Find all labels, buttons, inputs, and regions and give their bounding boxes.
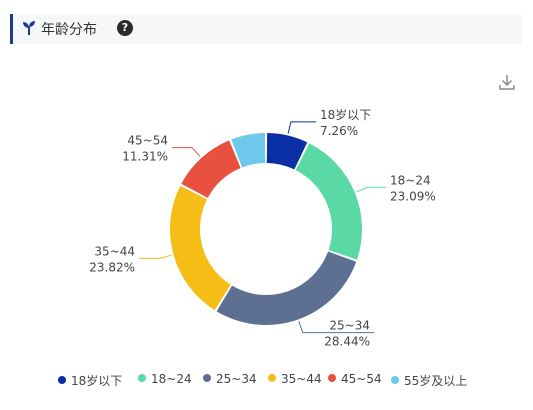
legend-item-1[interactable]: 18岁以下 (58, 372, 122, 389)
donut-slice-3[interactable] (216, 251, 357, 326)
donut-slice-1[interactable] (266, 133, 308, 170)
legend-item-5[interactable]: 45~54 (328, 372, 382, 386)
legend-item-2[interactable]: 18~24 (138, 372, 192, 386)
legend-label: 18~24 (151, 372, 192, 386)
legend-dot-icon (328, 374, 336, 382)
chart-legend: 18岁以下 18~24 25~34 35~44 45~54 55岁及以上 (0, 372, 533, 392)
legend-dot-icon (391, 376, 399, 384)
legend-dot-icon (138, 374, 146, 382)
donut-slice-5[interactable] (181, 140, 241, 198)
legend-label: 55岁及以上 (404, 374, 468, 388)
age-donut-chart: 18岁以下 7.26% 18~24 23.09% 25~34 28.44% 35~44 23.… (89, 107, 436, 349)
slice-label-value-2: 23.09% (390, 189, 436, 203)
legend-label: 25~34 (216, 372, 257, 386)
slice-label-value-5: 11.31% (122, 150, 168, 164)
legend-label: 18岁以下 (71, 374, 123, 388)
donut-slice-6[interactable] (231, 133, 266, 168)
legend-dot-icon (268, 374, 276, 382)
slice-label-value-4: 23.82% (89, 260, 135, 274)
slice-label-category-4: 35~44 (94, 244, 135, 258)
legend-dot-icon (58, 376, 66, 384)
label-leader-4 (139, 254, 172, 259)
label-leader-2 (356, 186, 386, 193)
label-leader-5 (172, 147, 201, 157)
slice-label-category-3: 25~34 (329, 319, 370, 333)
label-leader-1 (287, 121, 316, 134)
legend-label: 45~54 (341, 372, 382, 386)
legend-dot-icon (203, 374, 211, 382)
label-leader-3 (298, 321, 374, 334)
donut-slice-4[interactable] (169, 185, 231, 311)
donut-slice-2[interactable] (295, 143, 362, 260)
legend-item-4[interactable]: 35~44 (268, 372, 322, 386)
slice-label-category-2: 18~24 (390, 173, 431, 187)
slice-label-category-1: 18岁以下 (320, 107, 371, 122)
slice-label-value-1: 7.26% (320, 124, 358, 138)
slice-label-category-5: 45~54 (127, 134, 168, 148)
help-circle-icon[interactable]: ? (117, 20, 133, 36)
section-header: 年龄分布 ? (10, 14, 522, 44)
legend-item-3[interactable]: 25~34 (203, 372, 257, 386)
slice-label-value-3: 28.44% (324, 335, 370, 349)
sprout-icon (23, 21, 35, 35)
legend-item-6[interactable]: 55岁及以上 (391, 372, 467, 389)
download-icon[interactable] (497, 72, 517, 92)
legend-label: 35~44 (281, 372, 322, 386)
section-title: 年龄分布 (41, 22, 97, 38)
